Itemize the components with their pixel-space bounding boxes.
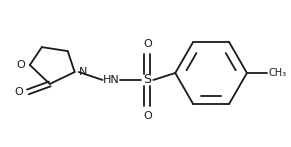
Text: O: O <box>143 39 152 49</box>
Text: O: O <box>15 87 23 97</box>
Text: S: S <box>143 74 151 86</box>
Text: N: N <box>79 67 87 77</box>
Text: O: O <box>17 60 25 70</box>
Text: O: O <box>143 111 152 121</box>
Text: HN: HN <box>103 75 120 85</box>
Text: CH₃: CH₃ <box>269 68 287 78</box>
